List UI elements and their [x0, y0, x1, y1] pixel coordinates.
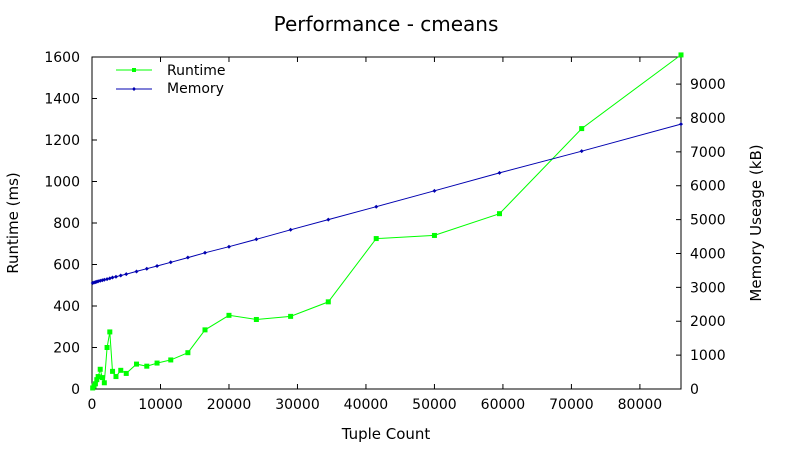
data-point-runtime: [431, 232, 437, 238]
data-point-memory: [203, 250, 208, 255]
data-point-runtime: [185, 350, 191, 356]
x-tick-label: 70000: [549, 397, 594, 413]
data-point-runtime: [118, 367, 124, 373]
x-tick-label: 20000: [207, 397, 252, 413]
data-point-memory: [168, 260, 173, 265]
data-point-memory: [374, 204, 379, 209]
x-tick-label: 60000: [481, 397, 526, 413]
x-axis-title: Tuple Count: [341, 425, 431, 443]
y2-tick-label: 8000: [690, 111, 726, 127]
y-tick-label: 1400: [44, 92, 80, 108]
data-point-runtime: [94, 377, 100, 383]
x-tick-label: 80000: [618, 397, 663, 413]
data-point-memory: [497, 170, 502, 175]
y-tick-label: 800: [53, 216, 80, 232]
data-point-memory: [254, 237, 259, 242]
data-point-memory: [326, 217, 331, 222]
data-point-runtime: [288, 313, 294, 319]
y2-tick-label: 2000: [690, 314, 726, 330]
data-point-memory: [113, 274, 118, 279]
data-point-runtime: [104, 345, 110, 350]
data-point-runtime: [113, 374, 119, 380]
data-point-memory: [432, 188, 437, 193]
data-point-runtime: [497, 211, 503, 217]
data-point-runtime: [123, 370, 129, 376]
data-point-runtime: [253, 316, 259, 322]
data-point-runtime: [107, 329, 113, 335]
y2-tick-label: 4000: [690, 246, 726, 262]
y-tick-label: 200: [53, 341, 80, 357]
x-tick-label: 40000: [344, 397, 389, 413]
legend-runtime-label: Runtime: [167, 63, 225, 79]
y-tick-label: 600: [53, 258, 80, 274]
legend: Runtime Memory: [116, 63, 225, 97]
legend-runtime-marker: [132, 68, 136, 72]
data-point-memory: [102, 277, 107, 282]
data-point-memory: [155, 264, 160, 269]
data-point-memory: [226, 244, 231, 249]
data-point-runtime: [325, 299, 331, 305]
data-point-memory: [288, 227, 293, 232]
x-axis: 0 10000 20000 30000 40000 50000 60000 70000 8000…: [88, 57, 663, 413]
y2-tick-label: 1000: [690, 348, 726, 364]
data-point-runtime: [144, 363, 150, 369]
y-axis-left-title: Runtime (ms): [4, 172, 22, 274]
data-point-memory: [579, 149, 584, 154]
data-point-runtime: [101, 380, 107, 386]
series-layer: [90, 52, 684, 391]
series-line-memory: [92, 123, 682, 284]
data-point-runtime: [154, 360, 160, 366]
series-line-runtime: [92, 54, 682, 389]
data-point-runtime: [95, 374, 101, 380]
data-point-memory: [144, 266, 149, 271]
data-point-runtime: [579, 126, 585, 132]
y2-tick-label: 9000: [690, 77, 726, 93]
data-point-runtime: [99, 375, 105, 381]
y-tick-label: 1000: [44, 175, 80, 191]
legend-memory-marker: [132, 87, 136, 91]
data-point-runtime: [168, 357, 174, 363]
y-axis-left: 0 200 400 600 800 1000 1200 1400 1600: [44, 50, 97, 398]
data-point-memory: [105, 277, 110, 282]
data-point-memory: [185, 255, 190, 260]
y-axis-right-title: Memory Useage (kB): [747, 144, 765, 301]
data-point-memory: [679, 122, 683, 127]
data-point-memory: [118, 273, 123, 278]
x-tick-label: 30000: [275, 397, 320, 413]
y2-tick-label: 3000: [690, 280, 726, 296]
legend-memory-label: Memory: [167, 81, 224, 97]
y-tick-label: 1600: [44, 50, 80, 66]
data-point-runtime: [373, 236, 379, 242]
y-tick-label: 1200: [44, 133, 80, 149]
x-tick-label: 0: [88, 397, 97, 413]
data-point-memory: [124, 272, 129, 277]
data-point-runtime: [226, 312, 232, 318]
y-tick-label: 0: [71, 382, 80, 398]
y2-tick-label: 7000: [690, 145, 726, 161]
y-tick-label: 400: [53, 299, 80, 315]
data-point-runtime: [678, 52, 684, 58]
y2-tick-label: 5000: [690, 213, 726, 229]
y-axis-right: 0 1000 2000 3000 4000 5000 6000 7000 8000 9000: [676, 77, 726, 398]
data-point-runtime: [97, 366, 103, 372]
x-tick-label: 50000: [412, 397, 457, 413]
data-point-memory: [110, 275, 115, 280]
x-tick-label: 10000: [138, 397, 183, 413]
chart-title: Performance - cmeans: [274, 12, 499, 36]
data-point-runtime: [110, 368, 116, 374]
data-point-runtime: [134, 361, 140, 367]
data-point-runtime: [202, 327, 208, 333]
y2-tick-label: 6000: [690, 179, 726, 195]
plot-area-frame: [91, 56, 682, 390]
data-point-runtime: [92, 381, 98, 387]
y2-tick-label: 0: [690, 382, 699, 398]
data-point-memory: [134, 269, 139, 274]
